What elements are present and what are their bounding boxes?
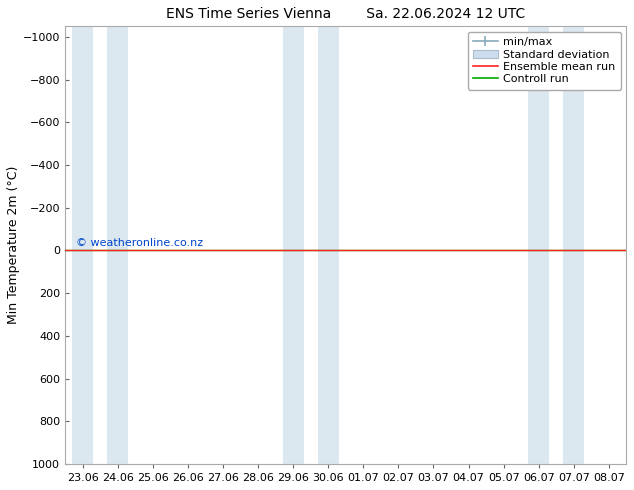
Bar: [283, 26, 304, 464]
Bar: [318, 26, 339, 464]
Bar: [107, 26, 128, 464]
Y-axis label: Min Temperature 2m (°C): Min Temperature 2m (°C): [7, 166, 20, 324]
Bar: [72, 26, 93, 464]
Bar: [528, 26, 549, 464]
Bar: [563, 26, 585, 464]
Text: © weatheronline.co.nz: © weatheronline.co.nz: [76, 238, 204, 248]
Legend: min/max, Standard deviation, Ensemble mean run, Controll run: min/max, Standard deviation, Ensemble me…: [467, 32, 621, 90]
Title: ENS Time Series Vienna        Sa. 22.06.2024 12 UTC: ENS Time Series Vienna Sa. 22.06.2024 12…: [166, 7, 526, 21]
